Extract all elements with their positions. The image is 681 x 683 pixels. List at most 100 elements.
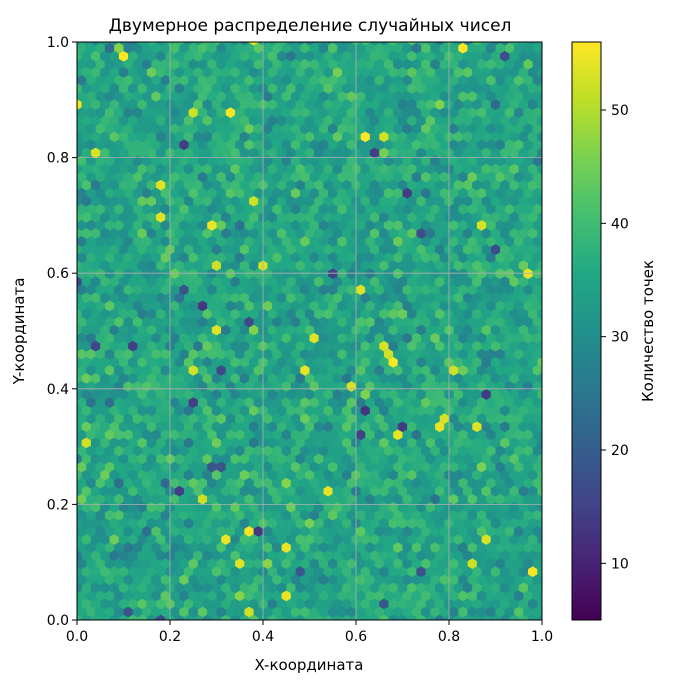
hex-cell: [244, 574, 254, 586]
hex-cell: [90, 308, 101, 320]
hex-cell: [225, 187, 236, 199]
hex-cell: [495, 75, 505, 86]
hex-cell: [304, 195, 315, 207]
hex-cell: [532, 429, 542, 441]
hex-cell: [332, 276, 343, 288]
hex-cell: [435, 179, 445, 191]
hex-cell: [532, 445, 542, 457]
hex-cell: [174, 147, 184, 159]
hex-cell: [509, 517, 519, 529]
hex-cell: [244, 397, 254, 408]
hex-cell: [453, 147, 463, 159]
hex-cell: [183, 517, 194, 529]
hex-cell: [337, 606, 347, 618]
hex-cell: [253, 91, 263, 102]
hex-cell: [90, 228, 101, 239]
hex-cell: [253, 526, 263, 537]
hex-cell: [476, 219, 487, 231]
hex-cell: [509, 340, 519, 352]
hex-cell: [462, 42, 473, 46]
hex-cell: [453, 373, 463, 384]
hex-cell: [532, 316, 542, 328]
hex-cell: [346, 171, 356, 183]
hex-cell: [104, 526, 115, 537]
hex-cell: [481, 99, 491, 110]
hex-cell: [365, 574, 375, 586]
hex-cell: [504, 364, 515, 376]
hex-cell: [253, 493, 263, 505]
hex-cell: [528, 276, 538, 288]
hex-cell: [435, 276, 445, 288]
hex-cell: [528, 195, 538, 207]
hex-cell: [286, 66, 296, 78]
hex-cell: [356, 509, 366, 521]
hex-cell: [114, 300, 124, 312]
hex-cell: [486, 300, 496, 312]
hex-cell: [397, 115, 408, 127]
hex-cell: [188, 75, 198, 86]
hex-cell: [100, 66, 110, 78]
hex-cell: [421, 348, 431, 360]
hex-cell: [528, 66, 538, 78]
hex-cell: [383, 477, 394, 489]
hex-cell: [304, 276, 315, 288]
hex-cell: [123, 252, 133, 263]
hex-cell: [179, 187, 189, 199]
hex-cell: [207, 429, 217, 441]
hex-cell: [360, 421, 370, 433]
hex-cell: [179, 413, 189, 425]
hex-cell: [328, 252, 338, 263]
hex-cell: [416, 566, 426, 578]
hex-cell: [225, 445, 236, 457]
hex-cell: [132, 300, 143, 312]
hex-cell: [188, 461, 198, 473]
hex-cell: [239, 211, 250, 223]
hex-cell: [490, 244, 501, 255]
hex-cell: [500, 566, 510, 578]
hex-cell: [188, 252, 198, 263]
hex-cell: [300, 236, 310, 247]
hex-cell: [449, 445, 459, 457]
hex-cell: [142, 574, 152, 586]
hex-cell: [156, 131, 166, 143]
hex-cell: [356, 429, 366, 441]
hex-cell: [393, 107, 403, 118]
hex-cell: [123, 268, 133, 280]
hex-cell: [118, 373, 129, 384]
hex-cell: [81, 340, 91, 352]
hex-cell: [267, 389, 277, 400]
hex-cell: [281, 284, 291, 296]
hex-cell: [188, 509, 198, 521]
hex-cell: [416, 324, 426, 336]
hex-cell: [346, 477, 356, 489]
hex-cell: [365, 509, 375, 521]
hex-cell: [518, 99, 529, 110]
hex-cell: [435, 66, 445, 78]
hex-cell: [411, 284, 422, 296]
hex-cell: [323, 42, 333, 46]
hex-cell: [151, 493, 161, 505]
hex-cell: [253, 155, 263, 167]
hex-cell: [481, 195, 491, 207]
hex-cell: [518, 50, 529, 62]
hex-cell: [295, 99, 305, 110]
hex-cell: [397, 276, 408, 288]
hex-cell: [170, 219, 180, 231]
hex-cell: [476, 445, 487, 457]
hex-cell: [411, 139, 422, 151]
hex-cell: [528, 260, 538, 271]
hex-cell: [523, 300, 533, 312]
hex-cell: [286, 276, 296, 288]
hex-cell: [109, 292, 119, 304]
hex-cell: [244, 107, 254, 118]
hex-cell: [476, 252, 487, 263]
x-axis-ticks: 0.0 0.2 0.4 0.6 0.8 1.0: [66, 620, 553, 645]
hex-cell: [230, 308, 240, 320]
hex-cell: [114, 461, 124, 473]
hex-cell: [77, 91, 87, 102]
colorbar-tick-label: 50: [611, 103, 629, 119]
hex-cell: [476, 590, 487, 602]
hex-cell: [332, 42, 343, 46]
hex-cell: [458, 606, 468, 618]
hex-cell: [411, 171, 422, 183]
